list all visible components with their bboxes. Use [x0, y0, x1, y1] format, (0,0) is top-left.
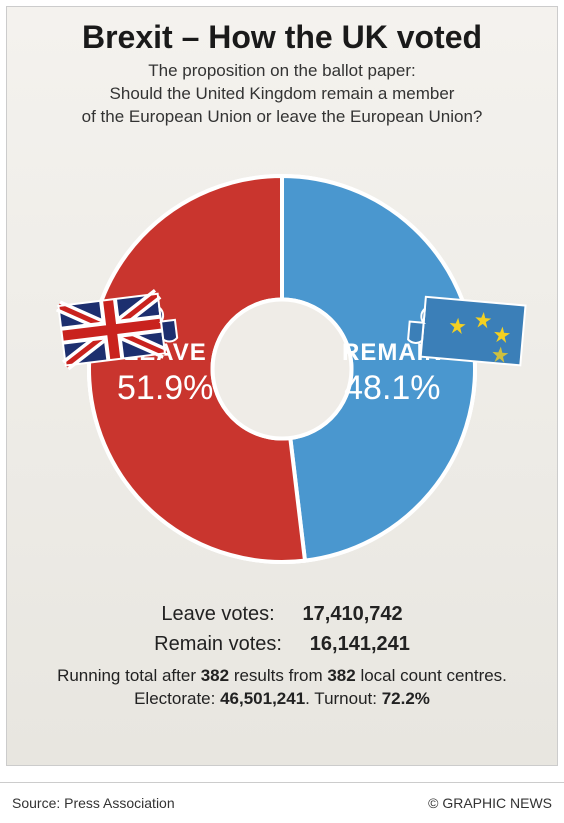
uk-flag-svg	[52, 289, 182, 375]
subtitle-line-1: The proposition on the ballot paper:	[148, 61, 415, 80]
rt-centres: 382	[327, 666, 355, 685]
chart-area: LEAVE 51.9% REMAIN 48.1%	[7, 139, 557, 599]
rt-results: 382	[201, 666, 229, 685]
remain-votes-label: Remain votes:	[154, 633, 282, 655]
vote-totals: Leave votes: 17,410,742 Remain votes: 16…	[7, 599, 557, 659]
rt-m1: results from	[229, 666, 327, 685]
eu-flag-svg	[407, 289, 537, 375]
remain-votes-number: 16,141,241	[310, 633, 410, 655]
eu-flag-icon	[407, 289, 537, 375]
credit-text: © GRAPHIC NEWS	[428, 795, 552, 811]
subtitle-line-2: Should the United Kingdom remain a membe…	[110, 84, 455, 103]
rt-turnout: 72.2%	[382, 689, 430, 708]
subtitle: The proposition on the ballot paper: Sho…	[7, 56, 557, 129]
running-total-text: Running total after 382 results from 382…	[7, 659, 557, 711]
infographic-container: Brexit – How the UK voted The propositio…	[0, 6, 564, 823]
uk-flag-icon	[52, 289, 182, 375]
source-text: Source: Press Association	[12, 795, 175, 811]
rt-m3: . Turnout:	[305, 689, 382, 708]
subtitle-line-3: of the European Union or leave the Europ…	[82, 107, 483, 126]
leave-votes-label: Leave votes:	[161, 603, 274, 625]
rt-prefix: Running total after	[57, 666, 201, 685]
page-title: Brexit – How the UK voted	[7, 7, 557, 56]
rt-electorate: 46,501,241	[220, 689, 305, 708]
leave-votes-number: 17,410,742	[303, 603, 403, 625]
infographic-panel: Brexit – How the UK voted The propositio…	[6, 6, 558, 766]
